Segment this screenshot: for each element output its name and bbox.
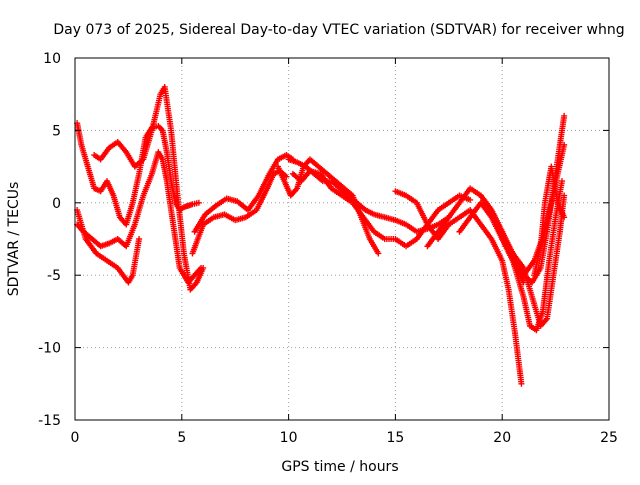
x-tick-label: 15: [386, 430, 404, 446]
series-track-5: [189, 167, 290, 257]
data-point: [467, 196, 474, 203]
data-point: [561, 214, 568, 221]
y-tick-label: 0: [52, 196, 61, 212]
x-tick-label: 20: [493, 430, 511, 446]
data-point: [195, 199, 202, 206]
y-tick-label: 5: [52, 123, 61, 139]
series-track-10: [392, 188, 525, 387]
x-axis-title: GPS time / hours: [281, 459, 398, 475]
chart-title: Day 073 of 2025, Sidereal Day-to-day VTE…: [53, 22, 624, 38]
data-point: [518, 380, 525, 387]
x-tick-label: 5: [177, 430, 186, 446]
x-tick-label: 25: [600, 430, 618, 446]
series-track-15: [509, 192, 568, 329]
y-tick-label: -10: [38, 341, 61, 357]
data-point: [136, 236, 143, 242]
y-tick-label: -5: [47, 268, 61, 284]
series-track-16: [531, 163, 568, 279]
series-track-9: [289, 167, 474, 250]
axis-ticks: 0 5 10 15 20 25 -15 -10 -5 0 5 10: [38, 51, 618, 446]
data-point: [375, 250, 382, 257]
data-point: [559, 178, 566, 185]
data-points: [74, 83, 568, 387]
x-tick-label: 0: [71, 430, 80, 446]
y-tick-label: 10: [43, 51, 61, 67]
series-track-1: [74, 120, 202, 228]
series-track-6: [191, 152, 296, 235]
y-axis-title: SDTVAR / TECUs: [6, 182, 22, 297]
data-point: [561, 112, 568, 119]
y-tick-label: -15: [38, 413, 61, 429]
data-point: [561, 192, 568, 199]
series-track-3: [74, 207, 143, 286]
plot-frame: [74, 57, 610, 421]
x-tick-label: 10: [280, 430, 298, 446]
data-point: [200, 264, 207, 271]
series-track-4: [91, 83, 207, 293]
